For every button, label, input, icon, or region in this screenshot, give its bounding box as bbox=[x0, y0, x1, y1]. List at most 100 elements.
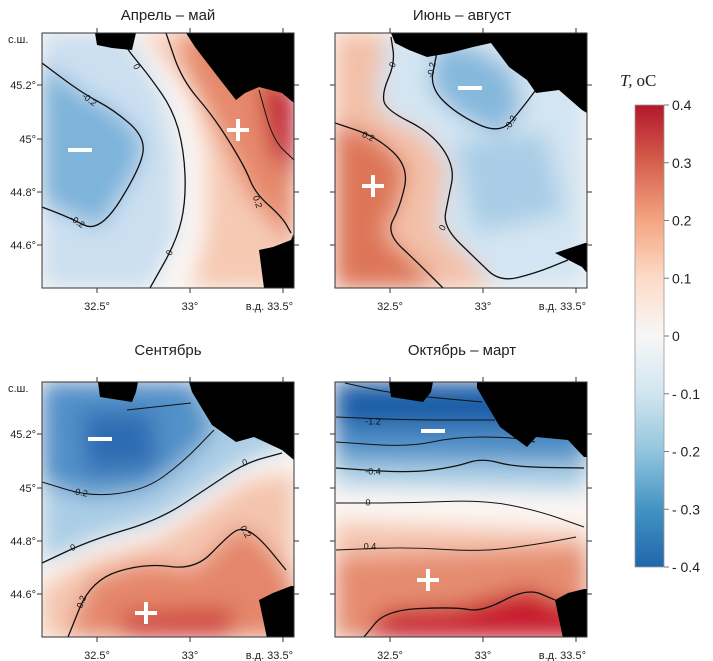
contour-label: 0.4 bbox=[364, 541, 377, 551]
land-mass bbox=[98, 382, 138, 402]
contour-line bbox=[42, 62, 144, 228]
colorbar-tick-label: 0.3 bbox=[672, 155, 692, 171]
lon-tick-label: 33° bbox=[475, 301, 492, 313]
contour-line bbox=[67, 528, 287, 637]
field-region bbox=[455, 133, 565, 233]
lat-unit-label: с.ш. bbox=[8, 383, 28, 395]
contour-label: 0 bbox=[365, 497, 370, 507]
map-panel: Сентябрь-0.200.200.2с.ш.45.2°45°44.8°44.… bbox=[8, 342, 299, 661]
lat-tick-label: 45° bbox=[19, 134, 36, 146]
lon-tick-label: 33° bbox=[182, 650, 199, 661]
lat-tick-label: 44.6° bbox=[10, 240, 36, 252]
plus-sign bbox=[227, 119, 249, 141]
temperature-field bbox=[335, 33, 587, 288]
contour-label: 0 bbox=[69, 542, 77, 553]
colorbar-tick-label: - 0.4 bbox=[672, 559, 700, 575]
colorbar: 0.4 0.3 0.2 0.1 0 - 0.1 - 0.2 - 0.3 - 0.4 T, oC bbox=[620, 71, 700, 575]
map-panel: Апрель – май0-0.2-0.20.20с.ш.45.2°45°44.… bbox=[8, 7, 299, 313]
panel-frame bbox=[41, 32, 295, 289]
colorbar-tick-label: - 0.2 bbox=[672, 444, 700, 460]
lon-tick-label: в.д. 33.5° bbox=[539, 301, 586, 313]
land-mass bbox=[555, 589, 587, 637]
land-mass bbox=[389, 382, 433, 402]
contour-line bbox=[363, 591, 556, 637]
lon-tick-label: в.д. 33.5° bbox=[246, 301, 293, 313]
contour-line bbox=[336, 500, 585, 528]
contour-line bbox=[335, 536, 577, 551]
colorbar-scale bbox=[634, 104, 665, 568]
minus-sign bbox=[68, 148, 92, 152]
colorbar-tick-label: 0 bbox=[672, 328, 680, 344]
lon-tick-label: в.д. 33.5° bbox=[246, 650, 293, 661]
contour-label: -0.2 bbox=[72, 486, 89, 499]
lat-tick-label: 45.2° bbox=[10, 429, 36, 441]
colorbar-tick-label: - 0.3 bbox=[672, 501, 700, 517]
lat-tick-label: 44.8° bbox=[10, 536, 36, 548]
lon-tick-label: 33° bbox=[182, 301, 199, 313]
panel-frame bbox=[334, 32, 588, 289]
land-mass bbox=[189, 382, 294, 460]
colorbar-title: T, oC bbox=[620, 71, 656, 90]
panel-frame bbox=[334, 381, 588, 638]
contour-line bbox=[382, 36, 569, 280]
panel-title: Октябрь – март bbox=[408, 342, 516, 359]
contour-label: -0.2 bbox=[425, 61, 438, 78]
colorbar-tick-label: 0.2 bbox=[672, 213, 692, 229]
contour-label: 0 bbox=[164, 249, 175, 257]
colorbar-tick-label: 0.4 bbox=[672, 97, 692, 113]
minus-sign bbox=[421, 429, 445, 433]
land-mass bbox=[95, 33, 136, 50]
contour-line bbox=[42, 452, 283, 564]
lat-tick-label: 44.6° bbox=[10, 589, 36, 601]
contour-line bbox=[431, 42, 536, 130]
lon-tick-label: 32.5° bbox=[377, 650, 403, 661]
plus-sign bbox=[135, 602, 157, 624]
contour-label: -1.2 bbox=[365, 416, 381, 426]
land-mass bbox=[391, 33, 587, 113]
field-region bbox=[335, 460, 587, 490]
contour-line bbox=[126, 402, 192, 411]
field-region bbox=[82, 412, 157, 472]
lon-tick-label: 33° bbox=[475, 650, 492, 661]
contour-label: 0.2 bbox=[75, 594, 89, 609]
panel-title: Сентябрь bbox=[134, 342, 201, 359]
map-panel: Октябрь – март -1.2 -0.4 0 0.4 32.5° 33° в.д. 3… bbox=[330, 342, 592, 661]
contour-line bbox=[126, 47, 186, 288]
lat-tick-label: 45.2° bbox=[10, 80, 36, 92]
land-mass bbox=[259, 586, 294, 637]
contour-label: 0 bbox=[131, 62, 142, 71]
field-region bbox=[68, 527, 294, 637]
lon-tick-label: 32.5° bbox=[377, 301, 403, 313]
contour-label: -0.4 bbox=[365, 466, 381, 476]
plus-sign bbox=[362, 175, 384, 197]
contour-label: 0.2 bbox=[360, 129, 376, 143]
contour-line bbox=[335, 122, 444, 288]
lat-unit-label: с.ш. bbox=[8, 34, 28, 46]
contour-line bbox=[335, 436, 536, 446]
land-mass bbox=[186, 33, 294, 103]
contour-label: 0 bbox=[241, 457, 248, 468]
land-mass bbox=[477, 382, 587, 457]
panel-title: Июнь – август bbox=[413, 7, 511, 24]
contour-line bbox=[42, 429, 215, 496]
colorbar-tick-label: 0.1 bbox=[672, 270, 692, 286]
contour-label: 0 bbox=[437, 223, 448, 232]
contour-label: 0.2 bbox=[251, 194, 264, 209]
lat-tick-label: 44.8° bbox=[10, 187, 36, 199]
lon-tick-label: 32.5° bbox=[84, 650, 110, 661]
contour-line bbox=[165, 33, 292, 234]
lon-tick-label: в.д. 33.5° bbox=[539, 650, 586, 661]
panel-title: Апрель – май bbox=[121, 7, 216, 24]
panel-frame bbox=[41, 381, 295, 638]
field-region bbox=[335, 123, 439, 288]
land-mass bbox=[555, 243, 587, 273]
contour-line bbox=[335, 459, 585, 473]
land-mass bbox=[259, 233, 294, 288]
contour-line bbox=[335, 416, 495, 421]
minus-sign bbox=[88, 437, 112, 441]
plus-sign bbox=[417, 569, 439, 591]
minus-sign bbox=[458, 86, 482, 90]
field-region bbox=[42, 63, 142, 228]
